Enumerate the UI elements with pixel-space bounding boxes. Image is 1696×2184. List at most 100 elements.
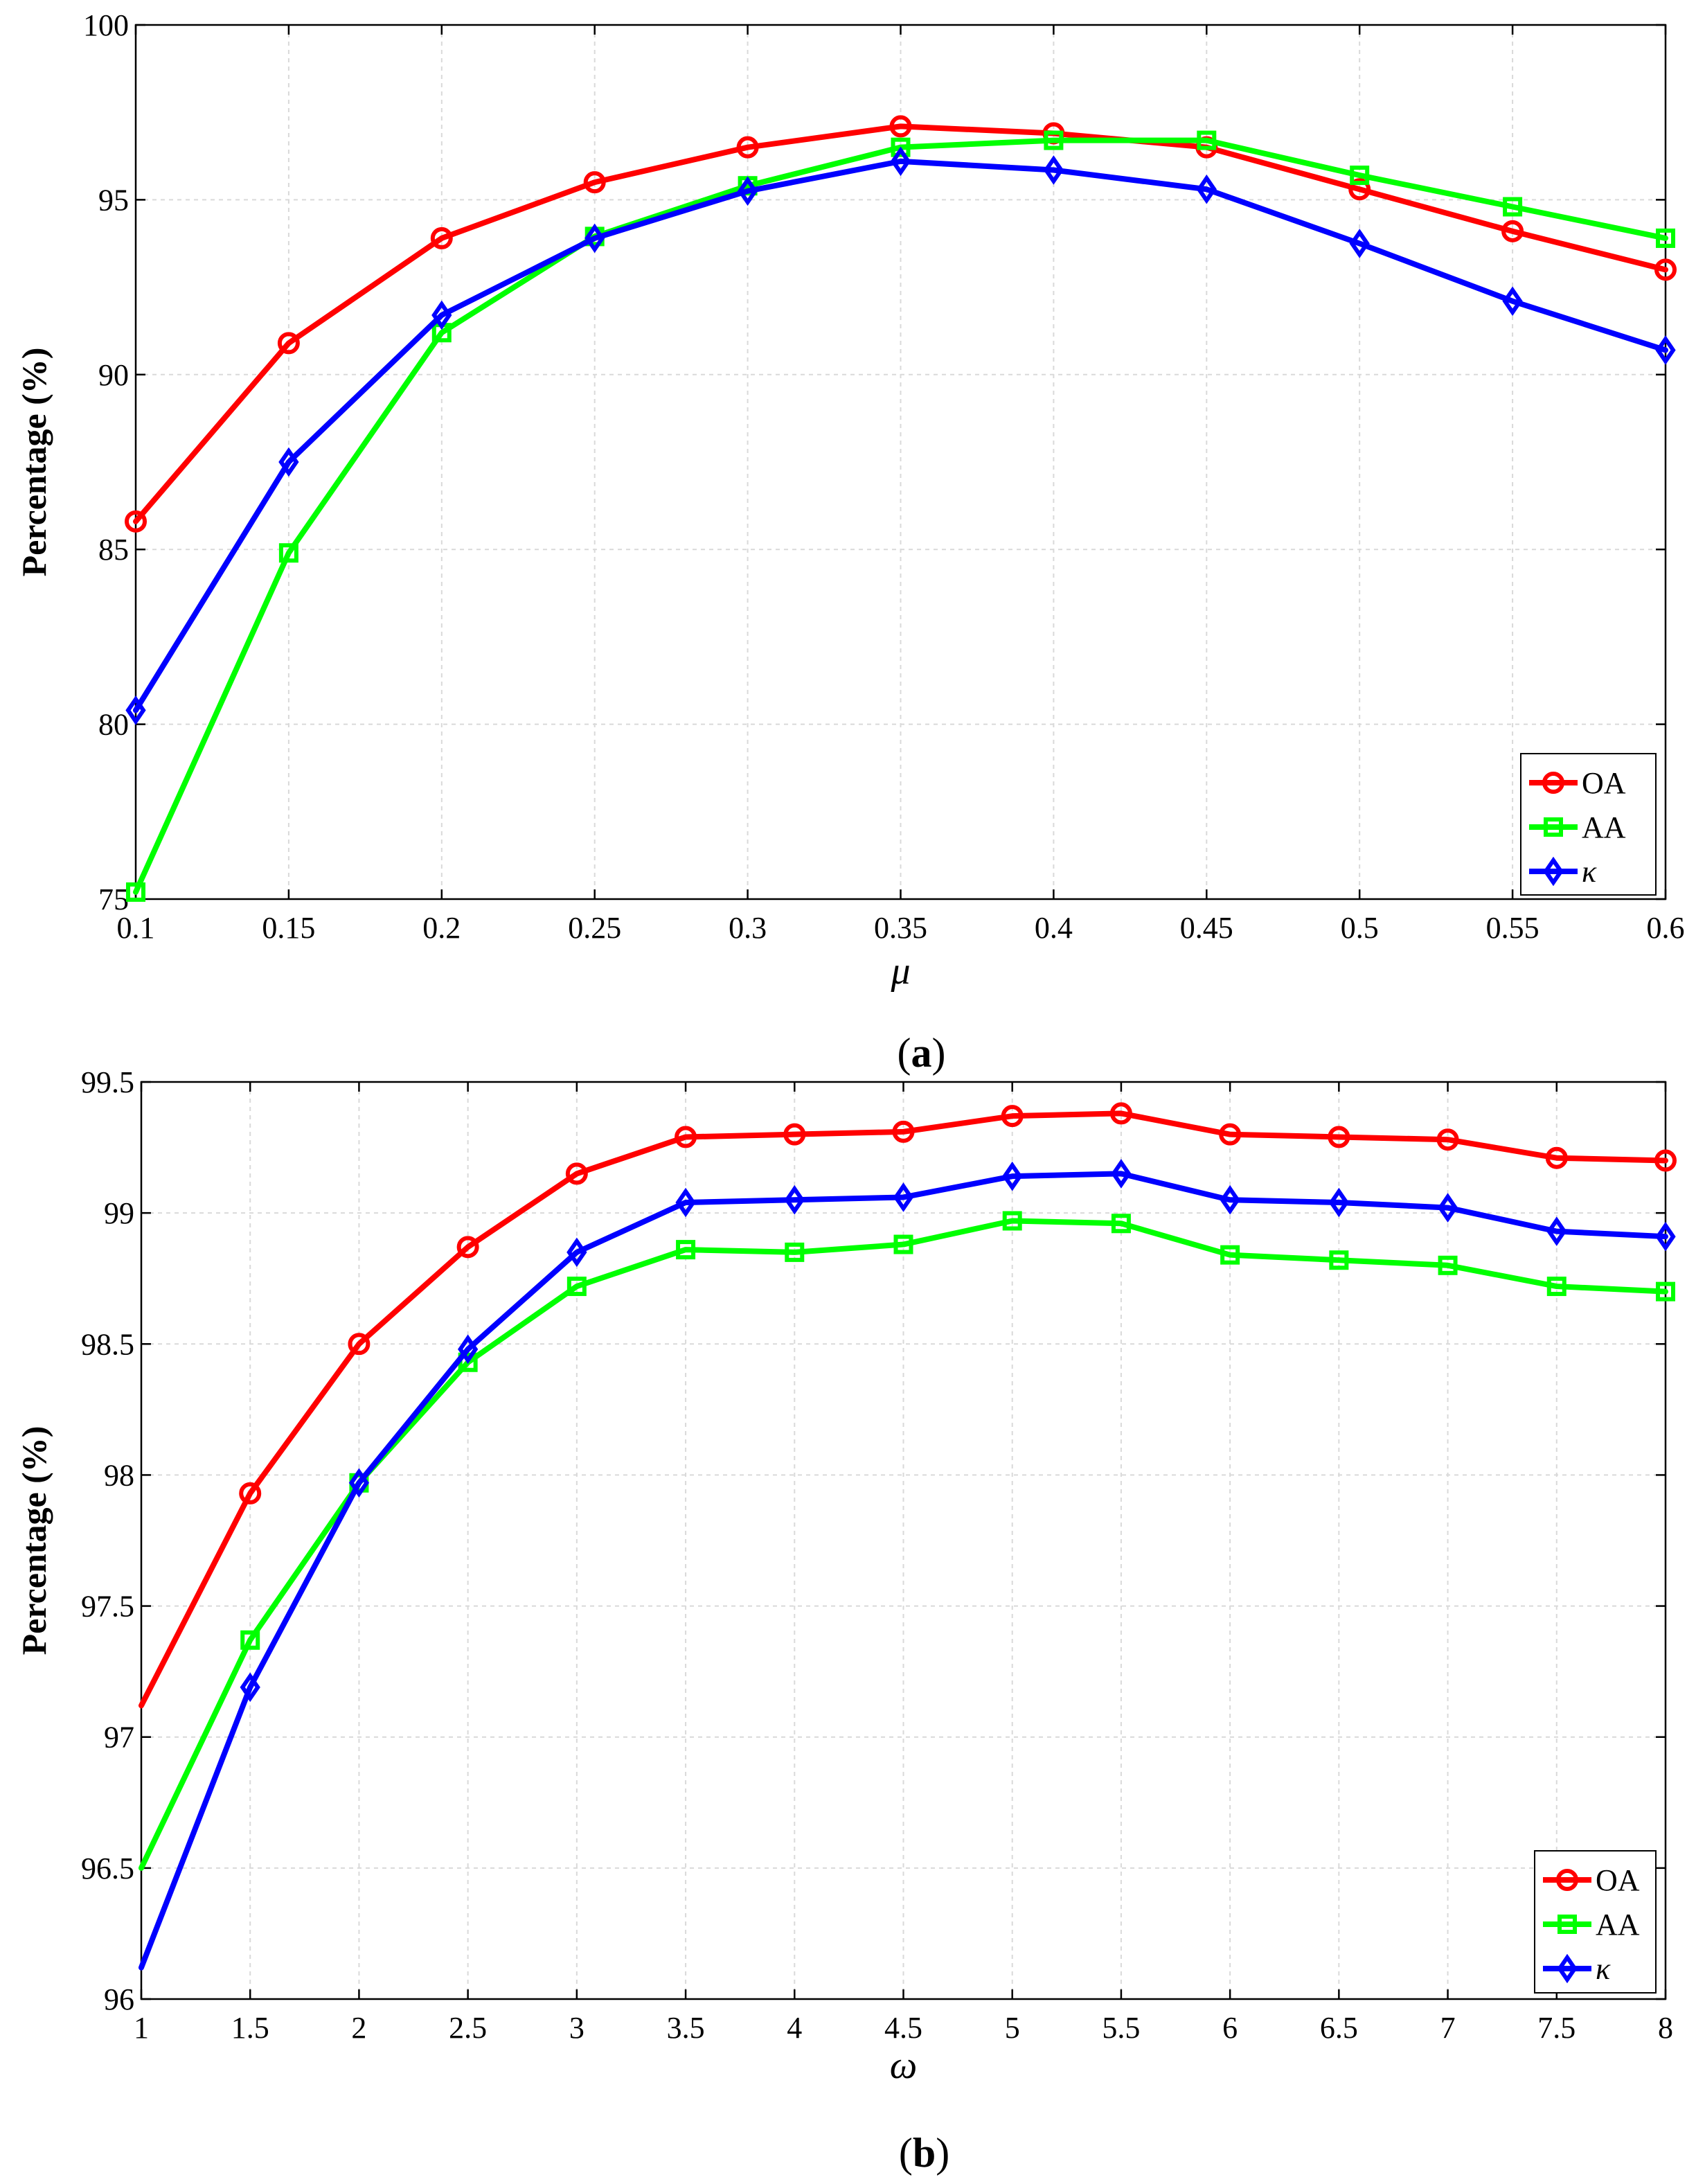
data-point xyxy=(1502,286,1523,317)
legend-label: OA xyxy=(1596,1863,1640,1897)
caption: (a) xyxy=(898,1030,946,1076)
series-line xyxy=(139,1171,1668,1971)
x-tick-label: 0.55 xyxy=(1486,911,1539,945)
data-point xyxy=(1501,220,1524,242)
x-tick-label: 8 xyxy=(1658,2011,1673,2045)
caption-paren: ( xyxy=(898,1030,911,1076)
x-axis-title: μ xyxy=(890,950,910,993)
data-point xyxy=(583,171,606,194)
data-point xyxy=(1002,1161,1023,1191)
y-tick-label: 99.5 xyxy=(81,1065,134,1099)
y-tick-label: 90 xyxy=(98,358,129,392)
x-axis: 1 1.5 2 2.5 3 3.5 4 4.5 5 5.5 6 6.5 7 7.5 8 xyxy=(134,1082,1673,2045)
data-point xyxy=(584,223,605,254)
data-point xyxy=(784,1184,805,1215)
x-tick-label: 0.3 xyxy=(729,911,767,945)
legend-label: OA xyxy=(1582,766,1626,800)
data-point xyxy=(889,115,912,138)
series-κ xyxy=(125,146,1676,725)
data-point xyxy=(1656,228,1675,248)
data-point xyxy=(348,1468,370,1498)
series-line xyxy=(139,1110,1668,1709)
data-point xyxy=(566,1237,587,1268)
data-point xyxy=(348,1333,371,1356)
data-point xyxy=(1503,197,1523,217)
x-tick-label: 6 xyxy=(1222,2011,1238,2045)
y-tick-label: 95 xyxy=(98,183,129,217)
series-κ xyxy=(139,1159,1676,1971)
x-tick-label: 1 xyxy=(134,2011,149,2045)
data-point xyxy=(893,1182,914,1212)
data-point xyxy=(893,1234,913,1254)
legend-marker xyxy=(1542,772,1564,794)
data-point xyxy=(240,1672,260,1703)
data-point xyxy=(277,332,300,355)
data-point xyxy=(1546,1277,1566,1297)
data-point xyxy=(1001,1105,1024,1128)
x-tick-label: 3 xyxy=(569,2011,584,2045)
legend: OA AA κ xyxy=(1534,1850,1657,1994)
caption-letter: a xyxy=(911,1030,932,1076)
x-tick-label: 4.5 xyxy=(884,2011,922,2045)
x-tick-label: 2 xyxy=(351,2011,366,2045)
series-line xyxy=(133,158,1668,713)
x-tick-label: 2.5 xyxy=(449,2011,487,2045)
data-point xyxy=(1220,1245,1240,1265)
data-point xyxy=(566,1277,587,1297)
data-point xyxy=(1043,155,1064,185)
data-point xyxy=(278,543,298,563)
data-point xyxy=(1656,1281,1675,1302)
x-tick-label: 7.5 xyxy=(1537,2011,1576,2045)
y-axis: 96 96.5 97 97.5 98 98.5 99 99.5 xyxy=(81,1065,1666,2016)
data-point xyxy=(736,136,759,159)
x-tick-label: 4 xyxy=(787,2011,802,2045)
x-axis: 0.1 0.15 0.2 0.25 0.3 0.35 0.4 0.45 0.5 0.55 0.6 xyxy=(117,25,1685,945)
legend: OA AA κ xyxy=(1520,753,1657,896)
caption: (b) xyxy=(899,2130,949,2176)
x-tick-label: 0.4 xyxy=(1035,911,1073,945)
data-point xyxy=(1655,1221,1676,1252)
data-point xyxy=(737,176,758,206)
legend-marker xyxy=(1543,856,1564,887)
caption-paren: ) xyxy=(936,2130,949,2176)
legend-label: AA xyxy=(1596,1908,1640,1942)
series-line xyxy=(133,123,1668,524)
data-point xyxy=(1437,1193,1458,1223)
data-point xyxy=(1111,1159,1132,1189)
x-tick-label: 7 xyxy=(1440,2011,1456,2045)
y-tick-label: 80 xyxy=(98,708,129,742)
data-point xyxy=(676,1240,696,1260)
x-tick-label: 0.25 xyxy=(568,911,621,945)
chart-a: 0.1 0.15 0.2 0.25 0.3 0.35 0.4 0.45 0.5 0.55 0.675… xyxy=(15,8,1685,1076)
x-tick-label: 0.5 xyxy=(1341,911,1379,945)
data-point xyxy=(431,300,452,330)
data-point xyxy=(1220,1184,1240,1215)
legend-label: κ xyxy=(1582,855,1597,889)
data-point xyxy=(1350,166,1370,186)
data-point xyxy=(890,146,911,177)
data-point xyxy=(785,1242,805,1262)
data-point xyxy=(125,695,146,725)
legend-label: κ xyxy=(1596,1952,1611,1986)
y-axis: 75 80 85 90 95 100 xyxy=(83,8,1666,916)
legend-label: AA xyxy=(1582,810,1626,844)
y-tick-label: 97.5 xyxy=(81,1590,134,1624)
legend-marker xyxy=(1557,1953,1578,1984)
y-tick-label: 99 xyxy=(104,1196,134,1230)
data-point xyxy=(1348,178,1371,201)
legend-marker xyxy=(1557,1915,1577,1934)
y-tick-label: 97 xyxy=(104,1721,134,1755)
caption-paren: ( xyxy=(899,2130,913,2176)
x-tick-label: 0.1 xyxy=(117,911,155,945)
data-point xyxy=(1546,1216,1567,1246)
y-tick-label: 96.5 xyxy=(81,1852,134,1885)
y-tick-label: 100 xyxy=(83,8,129,42)
y-tick-label: 85 xyxy=(98,533,129,567)
data-point xyxy=(1436,1128,1459,1151)
data-point xyxy=(1655,335,1676,365)
legend-marker xyxy=(1556,1869,1578,1891)
data-point xyxy=(430,227,453,249)
data-point xyxy=(1219,1123,1242,1146)
y-tick-label: 96 xyxy=(104,1982,134,2016)
